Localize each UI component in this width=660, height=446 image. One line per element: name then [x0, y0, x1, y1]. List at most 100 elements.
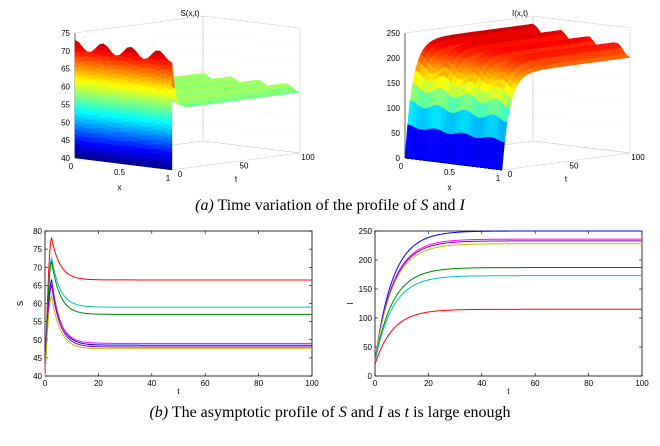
surface-front-patch [103, 113, 108, 120]
surface-front-patch [115, 158, 120, 164]
x-tick-label: 40 [477, 379, 486, 388]
surface-front-patch [99, 54, 104, 60]
x-tick-label: 40 [147, 379, 156, 388]
surface-front-patch [131, 64, 136, 71]
surface-front-patch [163, 64, 169, 70]
surface-front-patch [103, 89, 108, 96]
surface-front-patch [119, 59, 124, 66]
surface-front-patch [119, 149, 124, 156]
surface-front-patch [90, 69, 96, 76]
t-tick-label: 50 [240, 162, 249, 171]
y-tick-label: 55 [33, 318, 42, 327]
surface-front-patch [103, 127, 108, 134]
surface-front-patch [74, 66, 80, 72]
series-line-3 [44, 260, 312, 377]
surface-front-patch [143, 103, 149, 110]
surface-front-patch [82, 78, 88, 84]
surface-front-patch [82, 149, 88, 156]
surface-front-patch [143, 134, 149, 141]
surface-front-patch [143, 139, 149, 145]
surface-front-patch [143, 157, 149, 163]
surface-front-patch [90, 74, 96, 80]
surface-front-patch [78, 84, 84, 90]
surface-front-patch [90, 110, 96, 116]
surface-front-patch [135, 151, 140, 158]
surface-front-patch [143, 90, 149, 96]
surface-front-patch [78, 51, 84, 58]
surface-front-patch [131, 88, 136, 95]
surface-front-patch [90, 78, 96, 85]
line-chart-i: 0 20 40 60 80 100 0 50 100 150 200 250 t I [346, 227, 649, 396]
surface-front-patch [103, 84, 108, 91]
surface-front-patch [86, 69, 92, 76]
surface-front-patch [127, 110, 132, 117]
caption-a-text: Time variation of the profile of [213, 197, 421, 214]
surface-front-patch [86, 109, 92, 116]
surface-front-patch [74, 114, 80, 121]
surface-front-patch [111, 135, 116, 141]
surface-front-patch [159, 63, 165, 70]
surface-front-patch [433, 161, 438, 163]
y-tick-label: 60 [33, 300, 42, 309]
surface-front-patch [127, 47, 132, 54]
y-tick-label: 65 [33, 281, 42, 290]
surface-front-patch [167, 93, 173, 99]
surface-front-patch [82, 131, 88, 138]
surface-front-patch [107, 111, 112, 117]
x-tick-label: 60 [201, 379, 210, 388]
surface-front-patch [107, 46, 112, 53]
surface-front-patch [78, 153, 84, 160]
surface-front-patch [78, 79, 84, 86]
surface-front-patch [111, 157, 116, 164]
surface-front-patch [123, 102, 128, 109]
surface-front-patch [86, 154, 92, 161]
surface-front-patch [123, 84, 128, 90]
surface-front-patch [135, 137, 140, 144]
surface-front-patch [127, 139, 132, 146]
z-gridline [74, 69, 301, 87]
z-gridline [74, 122, 301, 141]
surface-front-patch [74, 104, 80, 111]
series-line-6 [374, 275, 642, 362]
surface-front-patch [123, 107, 128, 114]
z-tick-label: 50 [391, 129, 400, 138]
surface-front-patch [147, 162, 153, 168]
surface-front-patch [94, 109, 100, 115]
surface-front-patch [115, 144, 120, 151]
surface-front-patch [99, 126, 104, 133]
surface-front-patch [90, 150, 96, 157]
surface-front-patch [94, 90, 100, 97]
surface-front-patch [82, 127, 88, 133]
surface-front-patch [103, 50, 108, 57]
caption-b-as: as [383, 404, 405, 421]
series-line-2 [374, 238, 642, 362]
surface-front-patch [111, 122, 116, 128]
surface-front-patch [151, 124, 157, 131]
surface-front-patch [107, 78, 112, 85]
surface-front-patch [82, 122, 88, 129]
surface-front-patch [151, 129, 157, 136]
surface-front-patch [135, 50, 141, 57]
surface-front-patch [94, 122, 100, 129]
surface-front-patch [155, 89, 161, 96]
z-tick-label: 50 [61, 118, 70, 127]
surface-front-patch [159, 125, 165, 132]
surface-front-patch [135, 105, 140, 112]
surface-front-patch [103, 156, 108, 163]
surface-front-patch [74, 95, 80, 101]
surface-front-patch [107, 65, 112, 71]
surface-front-patch [147, 67, 153, 73]
surface-front-patch [159, 50, 165, 56]
surface-front-patch [127, 62, 132, 68]
surface-front-patch [78, 88, 84, 95]
surface-front-patch [131, 46, 137, 52]
surface-front-patch [111, 51, 117, 56]
caption-a-var-i: I [459, 197, 465, 214]
x-tick-label: 1 [166, 174, 171, 183]
surface-front-patch [163, 132, 169, 138]
surface-front-patch [163, 100, 169, 107]
surface-front-patch [86, 83, 92, 89]
surface-front-patch [123, 159, 128, 165]
surface-front-patch [74, 99, 80, 106]
surface-front-patch [131, 155, 136, 161]
